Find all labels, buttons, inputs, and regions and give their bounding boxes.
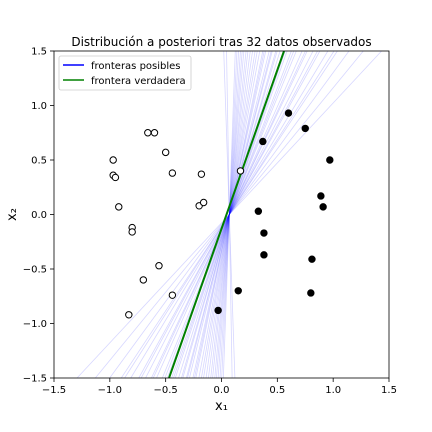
possible-boundary-line — [226, 51, 233, 378]
legend: fronteras posibles frontera verdadera — [58, 55, 192, 91]
plot-area — [54, 51, 389, 378]
y-tick-label: 1.0 — [31, 101, 47, 112]
filled-point — [254, 207, 263, 215]
possible-boundary-line — [189, 51, 270, 378]
possible-boundary-line — [217, 51, 241, 378]
data-points — [109, 109, 334, 319]
y-tick-label: −1.0 — [23, 319, 47, 330]
possible-boundary-line — [221, 51, 238, 378]
possible-boundary-line — [212, 51, 247, 378]
possible-boundary-line — [164, 51, 295, 378]
legend-label-possible: fronteras posibles — [91, 61, 181, 72]
x-tick-label: −0.5 — [154, 385, 178, 396]
legend-label-true: frontera verdadera — [91, 76, 186, 87]
possible-boundary-line — [138, 51, 321, 378]
filled-point — [307, 289, 315, 297]
y-tick-label: −0.5 — [23, 265, 47, 276]
possible-boundary-line — [120, 51, 338, 378]
legend-box — [58, 55, 192, 91]
hollow-point — [139, 276, 148, 284]
possible-boundary-line — [171, 51, 288, 378]
hollow-point — [161, 148, 170, 157]
possible-boundary-line — [203, 51, 256, 378]
y-tick-label: 0.5 — [31, 156, 47, 167]
x-tick-label: 0.0 — [214, 385, 230, 396]
filled-point — [326, 156, 334, 164]
possible-boundary-line — [156, 51, 303, 378]
hollow-point — [236, 167, 245, 175]
filled-point — [214, 306, 222, 315]
possible-boundary-line — [222, 51, 236, 378]
possible-boundary-line — [195, 51, 264, 378]
possible-boundary-line — [216, 51, 243, 378]
possible-boundary-line — [198, 51, 261, 378]
filled-point — [260, 229, 268, 237]
filled-point — [260, 251, 268, 259]
filled-point — [234, 287, 242, 295]
possible-boundary-line — [95, 51, 364, 378]
x-tick-label: 1.0 — [325, 385, 341, 396]
hollow-point — [168, 291, 177, 299]
chart-title: Distribución a posteriori tras 32 datos … — [71, 35, 371, 49]
y-tick-label: 1.5 — [31, 47, 47, 58]
true-boundary — [168, 51, 285, 378]
possible-boundary-line — [124, 51, 335, 378]
true-boundary-line — [168, 51, 285, 378]
possible-boundary-line — [210, 51, 249, 378]
filled-point — [301, 124, 309, 133]
x-tick-label: 1.5 — [381, 385, 397, 396]
x-axis-ticks: −1.5 −1.0 −0.5 0.0 0.5 1.0 1.5 — [42, 378, 397, 396]
possible-boundary-line — [181, 51, 278, 378]
possible-boundary-line — [178, 51, 281, 378]
hollow-point — [125, 311, 133, 319]
hollow-point — [109, 156, 117, 164]
hollow-point — [199, 198, 208, 207]
y-tick-label: 0.0 — [31, 210, 47, 221]
filled-point — [284, 109, 293, 117]
y-axis-label: x₂ — [5, 208, 20, 221]
possible-boundary-line — [140, 51, 318, 378]
possible-boundary-line — [192, 51, 267, 378]
filled-point — [319, 203, 327, 211]
hollow-point — [128, 228, 136, 236]
possible-boundary-line — [223, 51, 236, 378]
possible-boundary-line — [205, 51, 253, 378]
hollow-point — [168, 169, 177, 177]
possible-boundary-line — [182, 51, 277, 378]
hollow-point — [115, 203, 123, 211]
possible-boundary-line — [214, 51, 245, 378]
possible-boundary-line — [173, 51, 286, 378]
hollow-point — [111, 173, 120, 182]
x-axis-label: x₁ — [215, 399, 228, 414]
possible-boundary-line — [201, 51, 258, 378]
hollow-point — [155, 262, 163, 270]
hollow-point — [150, 129, 159, 137]
possible-boundary-line — [151, 51, 308, 378]
possible-boundary-line — [152, 51, 306, 378]
x-tick-label: −1.5 — [42, 385, 66, 396]
x-tick-label: −1.0 — [98, 385, 122, 396]
possible-boundary-line — [130, 51, 329, 378]
filled-point — [259, 137, 267, 146]
possible-boundary-line — [219, 51, 240, 378]
possible-boundary-line — [194, 51, 265, 378]
y-axis-ticks: −1.5 −1.0 −0.5 0.0 0.5 1.0 1.5 — [23, 47, 54, 385]
possible-boundary-line — [187, 51, 272, 378]
possible-boundary-line — [161, 51, 297, 378]
possible-boundary-line — [109, 51, 350, 378]
hollow-point — [144, 129, 152, 137]
filled-point — [308, 255, 316, 263]
x-tick-label: 0.5 — [269, 385, 285, 396]
possible-boundary-line — [76, 51, 382, 378]
possible-boundaries — [76, 51, 382, 378]
y-tick-label: −1.5 — [23, 374, 47, 385]
possible-boundary-line — [207, 51, 251, 378]
possible-boundary-line — [145, 51, 314, 378]
hollow-point — [197, 170, 206, 178]
filled-point — [317, 192, 325, 200]
possible-boundary-line — [185, 51, 273, 378]
